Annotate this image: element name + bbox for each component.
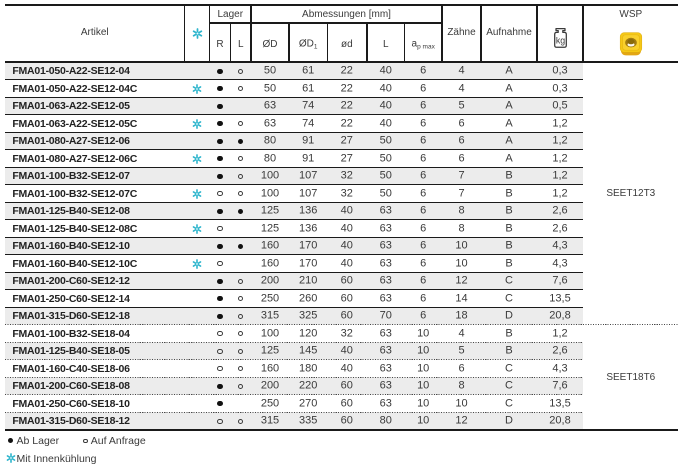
svg-text:kg: kg [556, 35, 565, 45]
